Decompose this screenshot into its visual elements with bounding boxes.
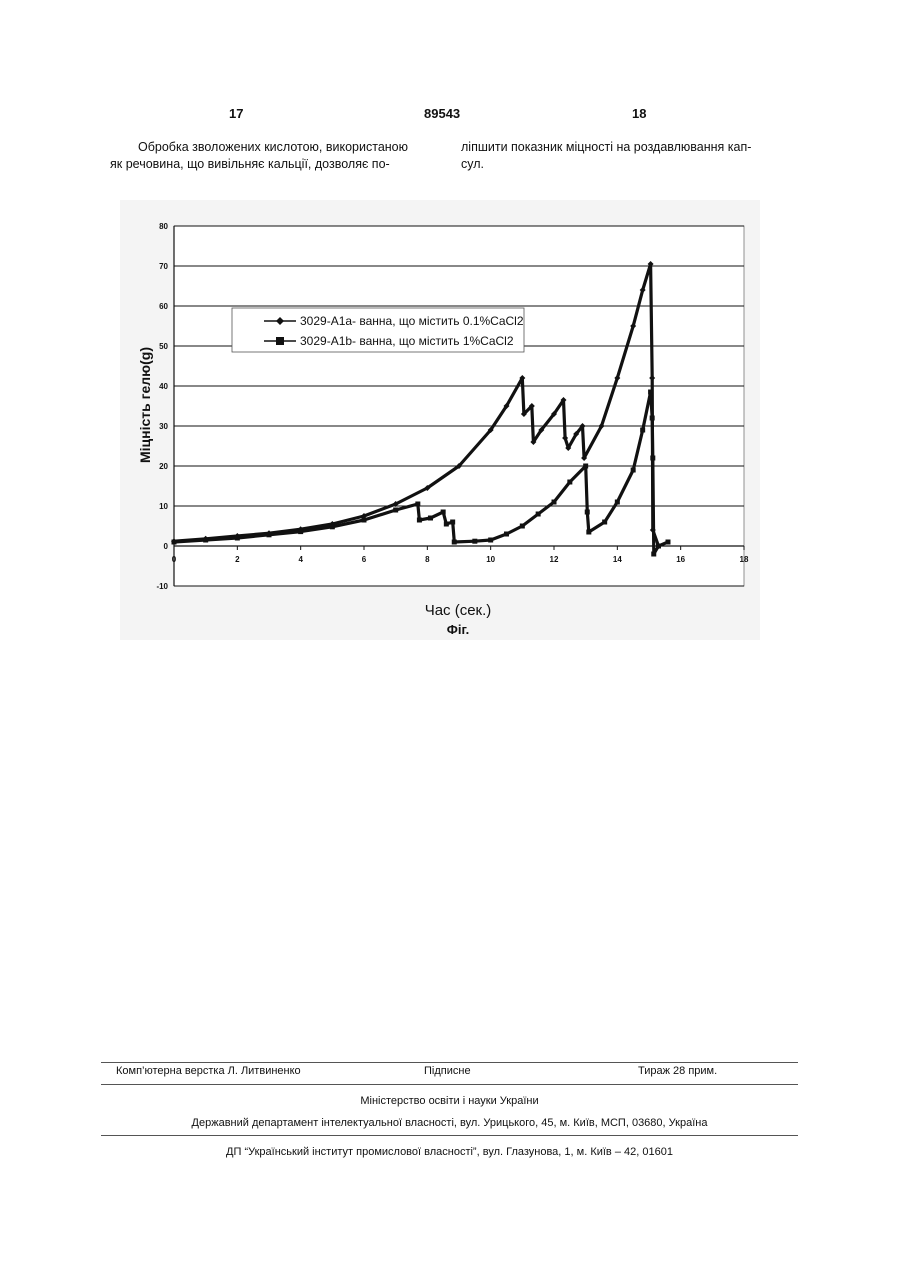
data-point-square xyxy=(648,390,653,395)
y-axis-label: Міцність гелю(g) xyxy=(137,347,153,463)
data-point-square xyxy=(488,538,493,543)
x-tick-label: 10 xyxy=(486,555,495,564)
y-tick-label: -10 xyxy=(156,582,168,591)
y-tick-label: 10 xyxy=(159,502,168,511)
x-tick-label: 12 xyxy=(550,555,559,564)
data-point-square xyxy=(656,544,661,549)
chart-legend: 3029-A1a- ванна, що містить 0.1%CaCl2 30… xyxy=(232,308,524,352)
x-tick-label: 14 xyxy=(613,555,622,564)
data-point-square xyxy=(393,508,398,513)
data-point-square xyxy=(666,540,671,545)
data-point-square xyxy=(441,510,446,515)
x-tick-label: 18 xyxy=(740,555,749,564)
data-point-square xyxy=(650,416,655,421)
x-tick-label: 4 xyxy=(298,555,303,564)
line-chart: -10 0 10 20 30 40 50 60 70 80 0 2 4 6 8 10 12 14 16 18 3029… xyxy=(120,200,760,640)
y-tick-label: 40 xyxy=(159,382,168,391)
x-tick-label: 6 xyxy=(362,555,367,564)
y-tick-label: 20 xyxy=(159,462,168,471)
data-point-square xyxy=(615,500,620,505)
footer-signed: Підписне xyxy=(424,1065,471,1077)
y-tick-label: 60 xyxy=(159,302,168,311)
data-point-square xyxy=(444,522,449,527)
data-point-square xyxy=(330,524,335,529)
y-tick-label: 80 xyxy=(159,222,168,231)
y-tick-label: 50 xyxy=(159,342,168,351)
data-point-square xyxy=(631,468,636,473)
data-point-square xyxy=(536,512,541,517)
data-point-square xyxy=(640,428,645,433)
data-point-square xyxy=(298,529,303,534)
y-tick-label: 70 xyxy=(159,262,168,271)
x-tick-label: 0 xyxy=(172,555,177,564)
data-point-square xyxy=(362,518,367,523)
data-point-square xyxy=(172,540,177,545)
data-point-square xyxy=(415,502,420,507)
data-point-square xyxy=(235,536,240,541)
data-point-square xyxy=(586,530,591,535)
data-point-square xyxy=(267,532,272,537)
data-point-square xyxy=(520,524,525,529)
body-text-right: ліпшити показник міцності на роздавлюван… xyxy=(461,139,791,173)
data-point-square xyxy=(203,538,208,543)
data-point-square xyxy=(585,510,590,515)
data-point-square xyxy=(417,518,422,523)
x-tick-label: 8 xyxy=(425,555,430,564)
footer-rule-middle xyxy=(101,1084,798,1085)
legend-label-series-1: 3029-A1a- ванна, що містить 0.1%CaCl2 xyxy=(300,314,524,328)
plot-area xyxy=(174,226,744,586)
footer-ministry: Міністерство освіти і науки України xyxy=(101,1095,798,1107)
y-tick-label: 0 xyxy=(164,542,169,551)
x-tick-label: 16 xyxy=(676,555,685,564)
data-point-square xyxy=(567,480,572,485)
footer-publisher: ДП “Український інститут промислової вла… xyxy=(101,1146,798,1158)
legend-label-series-2: 3029-A1b- ванна, що містить 1%CaCl2 xyxy=(300,334,514,348)
page-number-left: 17 xyxy=(229,106,243,121)
data-point-square xyxy=(452,540,457,545)
data-point-square xyxy=(472,539,477,544)
body-text-line: ліпшити показник міцності на роздавлюван… xyxy=(461,139,791,156)
body-text-line: Обробка зволожених кислотою, використано… xyxy=(110,139,420,156)
legend-marker-square xyxy=(276,337,284,345)
data-point-square xyxy=(504,532,509,537)
footer-layout-credit: Комп’ютерна верстка Л. Литвиненко xyxy=(116,1065,301,1077)
data-point-square xyxy=(552,500,557,505)
x-axis-label: Час (сек.) xyxy=(425,602,492,619)
footer-department: Державний департамент інтелектуальної вл… xyxy=(101,1117,798,1129)
data-point-square xyxy=(651,552,656,557)
body-text-left: Обробка зволожених кислотою, використано… xyxy=(110,139,420,173)
x-tick-label: 2 xyxy=(235,555,240,564)
figure: -10 0 10 20 30 40 50 60 70 80 0 2 4 6 8 10 12 14 16 18 3029… xyxy=(120,200,760,640)
body-text-line: як речовина, що вивільняє кальції, дозво… xyxy=(110,156,420,173)
footer-rule-top xyxy=(101,1062,798,1063)
footer-circulation: Тираж 28 прим. xyxy=(638,1065,717,1077)
chart-grid xyxy=(174,226,744,586)
data-point-square xyxy=(450,520,455,525)
data-point-square xyxy=(650,456,655,461)
page-number-right: 18 xyxy=(632,106,646,121)
body-text-line: сул. xyxy=(461,156,791,173)
footer-rule-bottom xyxy=(101,1135,798,1136)
data-point-square xyxy=(602,520,607,525)
data-point-square xyxy=(583,464,588,469)
figure-caption: Фіг. xyxy=(447,622,469,637)
y-tick-label: 30 xyxy=(159,422,168,431)
patent-number: 89543 xyxy=(424,106,460,121)
data-point-square xyxy=(428,516,433,521)
